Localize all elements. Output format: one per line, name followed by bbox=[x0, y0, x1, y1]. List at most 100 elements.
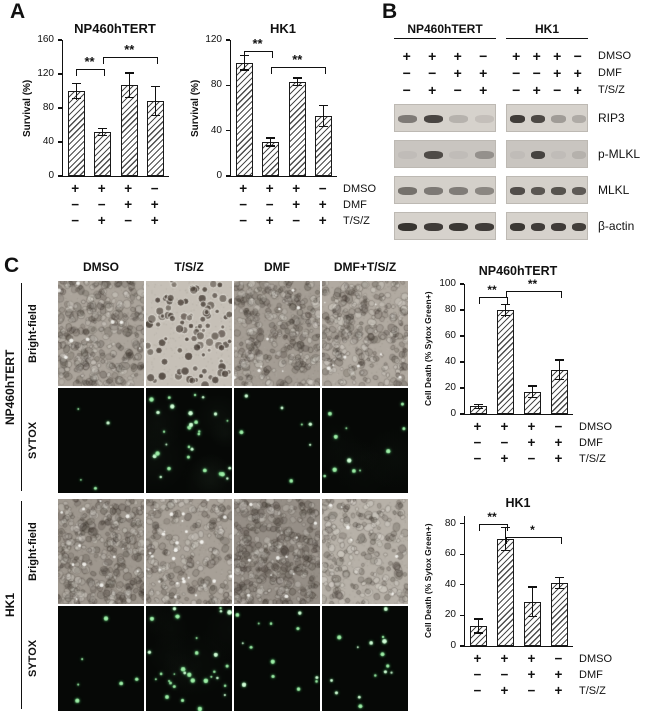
condition-sign: + bbox=[428, 48, 437, 64]
condition-sign: + bbox=[318, 213, 327, 228]
condition-sign: − bbox=[512, 65, 521, 81]
error-bar-cap bbox=[266, 145, 276, 147]
condition-sign: − bbox=[473, 683, 482, 698]
blot-band bbox=[530, 223, 545, 231]
brightfield-micrograph bbox=[146, 281, 232, 386]
brightfield-micrograph bbox=[58, 281, 144, 386]
error-bar-cap bbox=[151, 115, 161, 117]
error-bar bbox=[323, 104, 325, 128]
condition-sign: + bbox=[428, 82, 437, 98]
y-tick-label: 80 bbox=[210, 79, 222, 91]
condition-sign: + bbox=[500, 451, 509, 466]
y-tick-mark bbox=[58, 107, 62, 109]
condition-sign: − bbox=[473, 451, 482, 466]
error-bar bbox=[296, 77, 298, 87]
error-bar-cap bbox=[528, 397, 537, 399]
condition-sign: − bbox=[402, 82, 411, 98]
blot-band bbox=[510, 151, 525, 159]
panel-b-label: B bbox=[382, 0, 398, 23]
condition-sign: − bbox=[553, 82, 562, 98]
panel-a-label: A bbox=[10, 0, 26, 23]
error-bar-cap bbox=[474, 618, 483, 620]
condition-sign: + bbox=[453, 48, 462, 64]
condition-sign: − bbox=[500, 667, 509, 682]
sytox-micrograph bbox=[146, 606, 232, 711]
significance-label: ** bbox=[124, 42, 135, 57]
blot-band bbox=[474, 151, 494, 159]
imaging-mode-label: Bright-field bbox=[27, 304, 39, 363]
condition-sign: − bbox=[500, 435, 509, 450]
error-bar bbox=[128, 72, 130, 98]
y-tick-mark bbox=[460, 584, 464, 586]
error-bar bbox=[558, 359, 561, 381]
error-bar-cap bbox=[319, 125, 329, 128]
condition-sign: + bbox=[532, 82, 541, 98]
error-bar-cap bbox=[98, 127, 108, 129]
error-bar-cap bbox=[555, 577, 564, 579]
panel-c-label: C bbox=[4, 254, 20, 277]
blot-band bbox=[474, 187, 494, 195]
condition-sign: − bbox=[512, 82, 521, 98]
error-bar-cap bbox=[555, 588, 564, 590]
y-tick-label: 160 bbox=[37, 34, 54, 45]
cell-line-label: HK1 bbox=[3, 593, 17, 618]
error-bar-cap bbox=[292, 77, 302, 79]
sytox-micrograph bbox=[322, 388, 408, 493]
condition-row-label: T/S/Z bbox=[343, 215, 370, 227]
condition-sign: + bbox=[453, 65, 462, 81]
chart-title: NP460hTERT bbox=[478, 264, 558, 278]
condition-sign: + bbox=[500, 419, 509, 434]
condition-sign: − bbox=[71, 213, 80, 228]
condition-sign: + bbox=[573, 65, 582, 81]
condition-sign: − bbox=[527, 683, 536, 698]
y-tick-label: 60 bbox=[444, 548, 456, 560]
condition-sign: − bbox=[97, 197, 106, 212]
blot-label: β-actin bbox=[598, 219, 635, 233]
error-bar-cap bbox=[528, 385, 537, 387]
error-bar-cap bbox=[501, 526, 510, 528]
condition-sign: + bbox=[150, 197, 159, 212]
condition-sign: + bbox=[97, 213, 106, 228]
significance-label: ** bbox=[487, 509, 497, 524]
error-bar-cap bbox=[266, 137, 276, 139]
error-bar-cap bbox=[474, 632, 483, 634]
condition-row-label: DMSO bbox=[579, 653, 612, 665]
condition-row-label: DMF bbox=[343, 199, 367, 211]
condition-sign: − bbox=[402, 65, 411, 81]
condition-row-label: DMSO bbox=[343, 183, 376, 195]
brightfield-micrograph bbox=[234, 499, 320, 604]
blot-band bbox=[398, 151, 418, 159]
cell-line-label: NP460hTERT bbox=[3, 349, 17, 425]
error-bar bbox=[155, 85, 157, 117]
error-bar bbox=[531, 385, 534, 399]
bar bbox=[288, 81, 306, 176]
blot-band bbox=[398, 223, 418, 231]
error-bar-cap bbox=[124, 72, 134, 74]
bar bbox=[497, 310, 514, 414]
y-axis-label: Cell Death (% Sytox Green+) bbox=[422, 523, 433, 639]
brightfield-micrograph bbox=[58, 499, 144, 604]
y-axis-label: Cell Death (% Sytox Green+) bbox=[422, 291, 433, 407]
condition-sign: + bbox=[265, 181, 274, 196]
condition-sign: − bbox=[573, 48, 582, 64]
blot-image bbox=[506, 212, 588, 240]
cell-line-bracket bbox=[21, 283, 22, 491]
significance-bracket bbox=[244, 51, 273, 59]
condition-row-label: DMF bbox=[579, 437, 603, 449]
error-bar bbox=[531, 586, 534, 617]
condition-sign: + bbox=[500, 683, 509, 698]
error-bar-cap bbox=[292, 85, 302, 87]
imaging-mode-label: SYTOX bbox=[27, 421, 39, 460]
brightfield-micrograph bbox=[322, 281, 408, 386]
condition-sign: + bbox=[239, 181, 248, 196]
error-bar bbox=[477, 618, 480, 634]
column-header: DMF+T/S/Z bbox=[333, 260, 397, 274]
condition-sign: + bbox=[124, 181, 133, 196]
bar bbox=[67, 91, 85, 176]
condition-sign: − bbox=[150, 181, 159, 196]
blot-band bbox=[449, 115, 469, 123]
bar bbox=[524, 601, 541, 646]
y-tick-mark bbox=[460, 335, 464, 337]
y-tick-mark bbox=[226, 130, 230, 132]
